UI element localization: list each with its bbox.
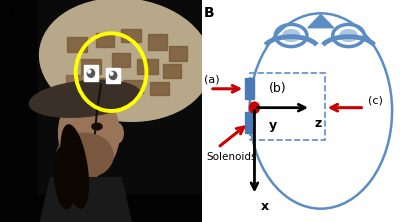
Text: (a): (a) xyxy=(204,74,220,84)
Circle shape xyxy=(87,69,94,77)
Bar xyxy=(112,53,130,67)
Ellipse shape xyxy=(61,125,88,208)
Bar xyxy=(163,64,181,78)
Ellipse shape xyxy=(30,80,140,117)
Bar xyxy=(96,33,114,47)
Bar xyxy=(81,59,101,74)
Bar xyxy=(150,82,169,95)
Bar xyxy=(250,73,325,140)
Circle shape xyxy=(110,71,117,79)
Polygon shape xyxy=(40,178,131,222)
Bar xyxy=(244,78,254,99)
Ellipse shape xyxy=(282,29,301,42)
Text: (b): (b) xyxy=(268,82,286,95)
Circle shape xyxy=(110,72,113,75)
Circle shape xyxy=(88,70,91,73)
Bar xyxy=(137,59,158,74)
Text: z: z xyxy=(315,117,322,130)
Bar xyxy=(98,78,116,91)
Ellipse shape xyxy=(56,133,113,178)
Ellipse shape xyxy=(339,29,358,42)
Ellipse shape xyxy=(58,91,119,175)
Ellipse shape xyxy=(92,123,102,130)
Bar xyxy=(123,80,144,93)
Text: x: x xyxy=(260,200,268,213)
Bar xyxy=(84,65,98,81)
Circle shape xyxy=(250,102,260,113)
Bar xyxy=(66,75,84,89)
Bar xyxy=(106,68,120,83)
Text: Solenoids: Solenoids xyxy=(206,152,256,162)
Text: A: A xyxy=(6,7,17,21)
Bar xyxy=(67,37,87,52)
Bar xyxy=(244,112,254,133)
Bar xyxy=(0,195,202,222)
Ellipse shape xyxy=(111,123,123,143)
Text: (c): (c) xyxy=(368,95,383,105)
Polygon shape xyxy=(308,14,334,28)
Text: y: y xyxy=(269,119,277,132)
Bar xyxy=(169,46,187,61)
Bar xyxy=(121,29,141,42)
Ellipse shape xyxy=(65,153,97,193)
Ellipse shape xyxy=(54,147,75,209)
Ellipse shape xyxy=(40,0,211,121)
Text: B: B xyxy=(204,6,215,20)
Bar xyxy=(148,34,167,50)
Bar xyxy=(0,0,36,222)
